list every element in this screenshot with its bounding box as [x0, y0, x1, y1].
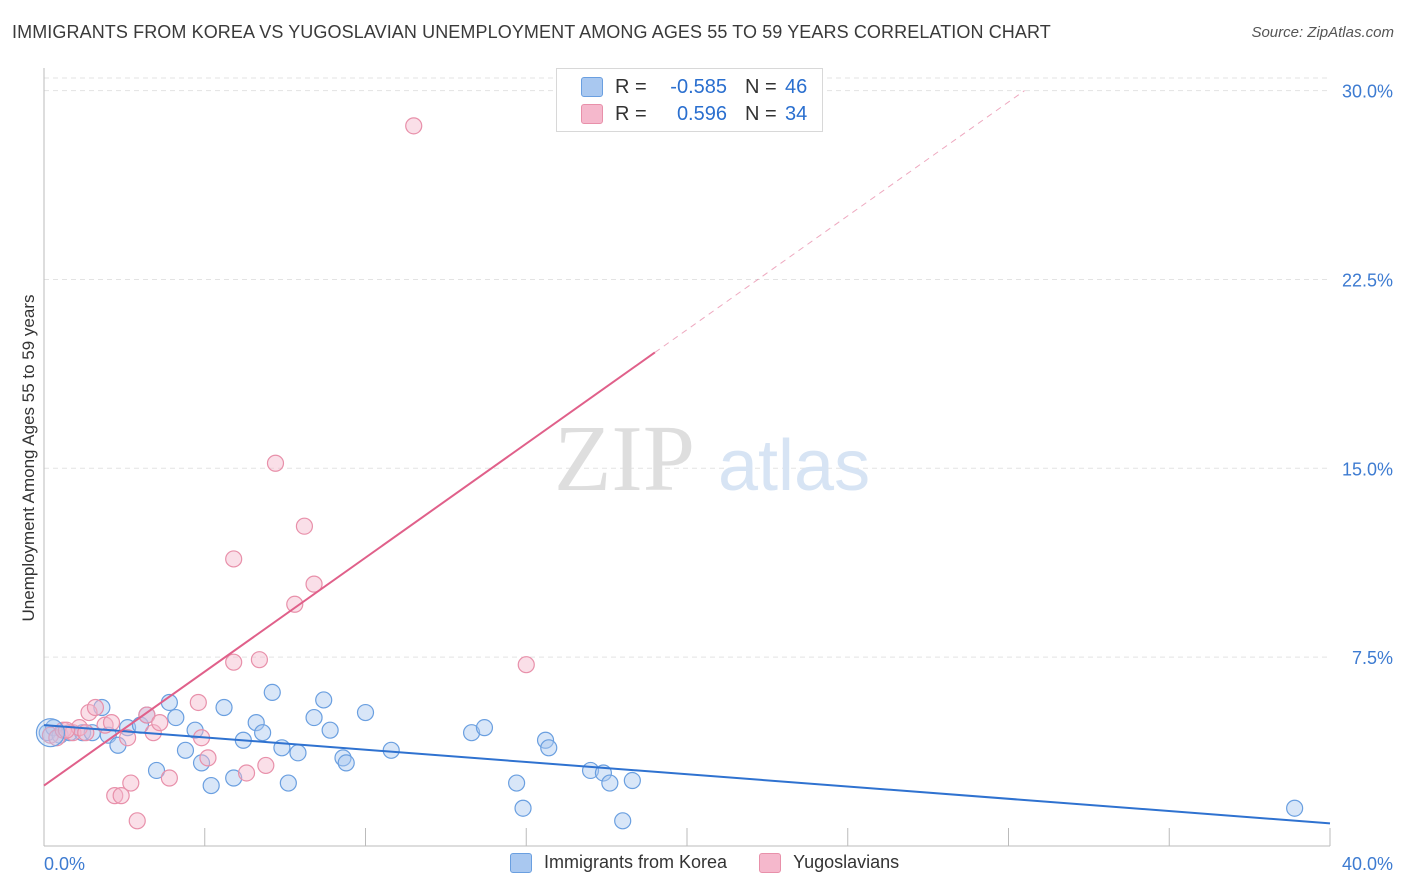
- korea-point: [167, 708, 185, 727]
- chart-title: IMMIGRANTS FROM KOREA VS YUGOSLAVIAN UNE…: [12, 22, 1051, 42]
- y-tick-label: 7.5%: [1352, 648, 1393, 668]
- korea-point: [147, 761, 166, 780]
- korea-point: [475, 719, 494, 737]
- yugoslavians-point: [160, 769, 178, 787]
- korea-point: [462, 724, 481, 742]
- yugoslavians-point: [86, 698, 105, 717]
- yugoslavians-point: [305, 575, 323, 593]
- yugoslavians-point: [286, 595, 304, 613]
- korea-n-value: 46: [785, 75, 808, 98]
- yugoslavians-point: [138, 706, 156, 724]
- y-tick-label: 22.5%: [1342, 270, 1393, 290]
- yugoslavians-point: [118, 729, 137, 747]
- source-label: Source: ZipAtlas.com: [1251, 24, 1394, 41]
- legend-item-yugoslavians: Yugoslavians: [759, 852, 899, 873]
- n-label: N =: [745, 102, 777, 125]
- korea-point: [356, 703, 375, 722]
- yugoslavians-trend-line: [43, 351, 656, 787]
- n-label: N =: [745, 75, 777, 98]
- watermark-atlas: atlas: [718, 426, 870, 506]
- yugoslavians-point: [266, 454, 285, 472]
- korea-point: [614, 812, 632, 830]
- yugoslavians-point: [237, 764, 256, 782]
- watermark-zip: ZIP: [554, 407, 695, 511]
- yugoslavians-point: [122, 774, 140, 792]
- r-label: R =: [615, 75, 647, 98]
- korea-point: [263, 683, 281, 702]
- korea-point: [176, 741, 195, 759]
- korea-point: [315, 691, 333, 709]
- korea-point: [334, 749, 352, 767]
- y-tick-label: 15.0%: [1342, 459, 1393, 479]
- korea-point: [225, 769, 243, 787]
- yugoslavians-point: [128, 812, 146, 830]
- yugoslavians-point: [189, 693, 207, 712]
- korea-r-value: -0.585: [670, 75, 727, 98]
- yugoslavians-point: [112, 787, 130, 805]
- r-label: R =: [615, 102, 647, 125]
- yugoslavians-swatch: [581, 104, 603, 124]
- korea-point: [305, 708, 323, 727]
- yugoslavians-point: [102, 714, 121, 732]
- korea-point: [514, 799, 532, 817]
- yugoslavians-legend-label: Yugoslavians: [793, 852, 900, 872]
- yugoslavians-point: [151, 714, 169, 732]
- x-tick-label: 0.0%: [44, 854, 85, 874]
- korea-point: [247, 714, 265, 732]
- yugoslavians-point: [257, 756, 275, 775]
- korea-point: [1286, 799, 1304, 817]
- yugoslavians-trend-extension: [654, 90, 1025, 353]
- korea-point: [289, 744, 307, 762]
- yugoslavians-n-value: 34: [785, 102, 808, 125]
- series-legend: Immigrants from Korea Yugoslavians: [510, 852, 931, 873]
- korea-point: [623, 771, 641, 790]
- korea-point: [337, 754, 355, 772]
- korea-cluster-point: [35, 718, 66, 748]
- korea-point: [93, 698, 111, 717]
- korea-swatch: [581, 77, 603, 97]
- x-tick-label: 40.0%: [1342, 854, 1393, 874]
- korea-point: [601, 774, 619, 792]
- y-tick-label: 30.0%: [1342, 82, 1393, 102]
- legend-row-korea: R = -0.585 N = 46: [581, 75, 807, 99]
- yugoslavians-point: [225, 653, 243, 671]
- correlation-legend: R = -0.585 N = 46 R = 0.596 N = 34: [556, 68, 823, 132]
- yugoslavians-legend-swatch: [759, 852, 782, 873]
- korea-point: [254, 724, 272, 742]
- korea-point: [202, 776, 220, 795]
- yugoslavians-point: [405, 117, 423, 135]
- korea-point: [321, 721, 339, 739]
- yugoslavians-point: [106, 787, 124, 805]
- korea-point: [540, 739, 558, 757]
- y-axis-label: Unemployment Among Ages 55 to 59 years: [19, 295, 38, 622]
- legend-row-yugoslavians: R = 0.596 N = 34: [581, 102, 807, 126]
- korea-point: [508, 774, 526, 792]
- yugoslavians-point: [250, 651, 269, 669]
- yugoslavians-point: [517, 656, 535, 674]
- korea-trend-line: [43, 724, 1331, 825]
- yugoslavians-point: [225, 550, 243, 568]
- korea-legend-label: Immigrants from Korea: [544, 852, 728, 872]
- yugoslavians-point: [199, 749, 217, 767]
- korea-point: [215, 698, 233, 717]
- korea-point: [279, 774, 297, 792]
- yugoslavians-r-value: 0.596: [676, 102, 727, 125]
- korea-legend-swatch: [510, 852, 532, 873]
- yugoslavians-point: [295, 517, 314, 535]
- legend-item-korea: Immigrants from Korea: [510, 852, 727, 873]
